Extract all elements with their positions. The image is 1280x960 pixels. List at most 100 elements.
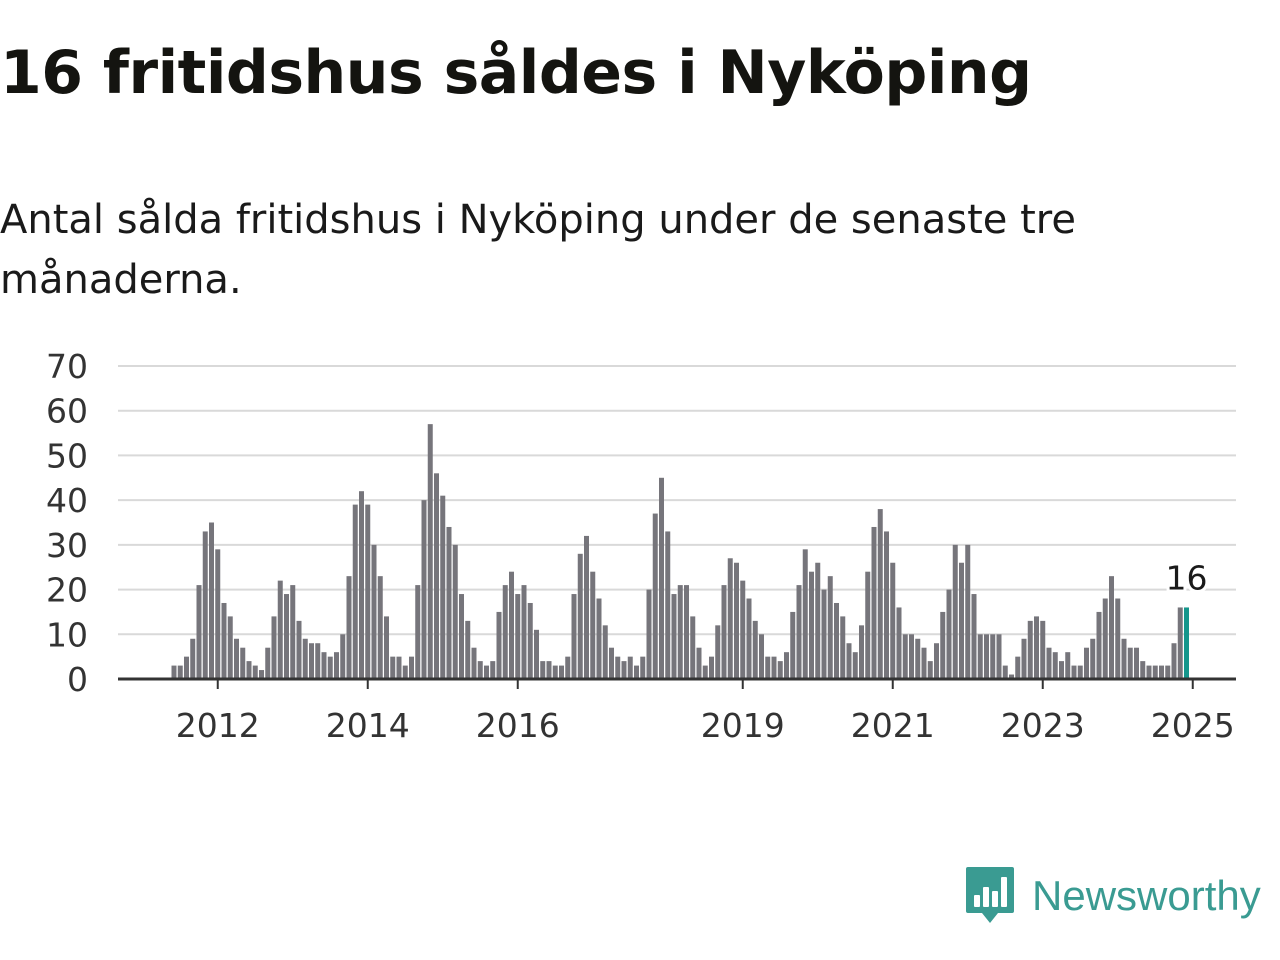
bar [740, 580, 746, 679]
bar [1077, 665, 1083, 679]
bar [196, 585, 202, 679]
brand-name: Newsworthy [1032, 872, 1261, 919]
bar [1059, 661, 1064, 679]
bar [290, 585, 296, 679]
bar [365, 504, 371, 679]
bar [302, 638, 308, 679]
bar [809, 571, 814, 679]
bar [709, 656, 714, 679]
bar [509, 571, 514, 679]
bar [921, 647, 927, 679]
bar [327, 656, 333, 679]
bar [1134, 647, 1139, 679]
bar [477, 661, 483, 679]
bar [409, 656, 414, 679]
bar [915, 638, 921, 679]
bar [396, 656, 402, 679]
bar [759, 634, 764, 679]
bar [352, 504, 358, 679]
bar [1165, 665, 1171, 679]
bar [596, 598, 602, 679]
bar [796, 585, 802, 679]
bar [259, 670, 264, 679]
bar [271, 616, 277, 679]
bar [465, 620, 471, 679]
bar [896, 607, 902, 679]
bar [890, 562, 896, 679]
bar [1090, 638, 1096, 679]
bar [621, 661, 627, 679]
bar [602, 625, 608, 679]
bar [296, 620, 302, 679]
bar [777, 661, 783, 679]
y-tick-label: 50 [46, 436, 88, 475]
x-tick-label: 2021 [851, 706, 935, 745]
bar [446, 526, 452, 679]
bar [546, 661, 552, 679]
bar [790, 611, 796, 679]
highlight-bar [1184, 607, 1189, 679]
bar [490, 661, 496, 679]
bar [609, 647, 614, 679]
bar [277, 580, 283, 679]
newsworthy-bar-chart-icon [966, 867, 1014, 923]
bar [1115, 598, 1121, 679]
bar [1002, 665, 1008, 679]
bar [540, 661, 546, 679]
bar [802, 549, 808, 679]
bar [371, 544, 377, 679]
x-tick-label: 2012 [176, 706, 260, 745]
bar [746, 598, 752, 679]
bar [227, 616, 233, 679]
bar [990, 634, 996, 679]
bar [234, 638, 239, 679]
newsworthy-brand[interactable]: Newsworthy [964, 864, 1261, 928]
bar [584, 535, 589, 679]
bar [1159, 665, 1164, 679]
bar [765, 656, 771, 679]
x-tick-label: 2019 [701, 706, 785, 745]
bar [721, 585, 727, 679]
bar [209, 522, 214, 679]
y-tick-label: 40 [46, 481, 88, 520]
bars [171, 424, 1189, 679]
bar [515, 594, 521, 679]
bar [671, 594, 677, 679]
bar [1071, 665, 1077, 679]
bar [1140, 661, 1146, 679]
bar [221, 602, 227, 679]
bar [471, 647, 477, 679]
bar [677, 585, 683, 679]
bar [559, 665, 564, 679]
bar [690, 616, 696, 679]
chart-subtitle: Antal sålda fritidshus i Nyköping under … [0, 197, 1076, 303]
bar [1177, 607, 1183, 679]
bar [240, 647, 246, 679]
bar [496, 611, 502, 679]
bar [315, 643, 321, 679]
bar [996, 634, 1002, 679]
bar [1065, 652, 1071, 679]
y-tick-label: 60 [46, 392, 88, 431]
bar [534, 629, 539, 679]
bar [665, 531, 671, 679]
bar-chart: 0 10 20 30 40 50 60 70 2012 2014 2016 2019 2021 2023… [46, 347, 1236, 745]
bar [334, 652, 339, 679]
bar [246, 661, 252, 679]
bar [359, 491, 364, 679]
bar [521, 585, 527, 679]
bar [502, 585, 508, 679]
bar [171, 665, 177, 679]
y-axis-ticks: 0 10 20 30 40 50 60 70 [46, 347, 88, 699]
bar [459, 594, 464, 679]
bar [484, 665, 489, 679]
bar [1046, 647, 1052, 679]
bar [1096, 611, 1102, 679]
bar [696, 647, 702, 679]
bar [1084, 647, 1089, 679]
bar [565, 656, 571, 679]
bar [421, 500, 427, 679]
bar [265, 647, 271, 679]
bar [284, 594, 289, 679]
bar [1102, 598, 1108, 679]
